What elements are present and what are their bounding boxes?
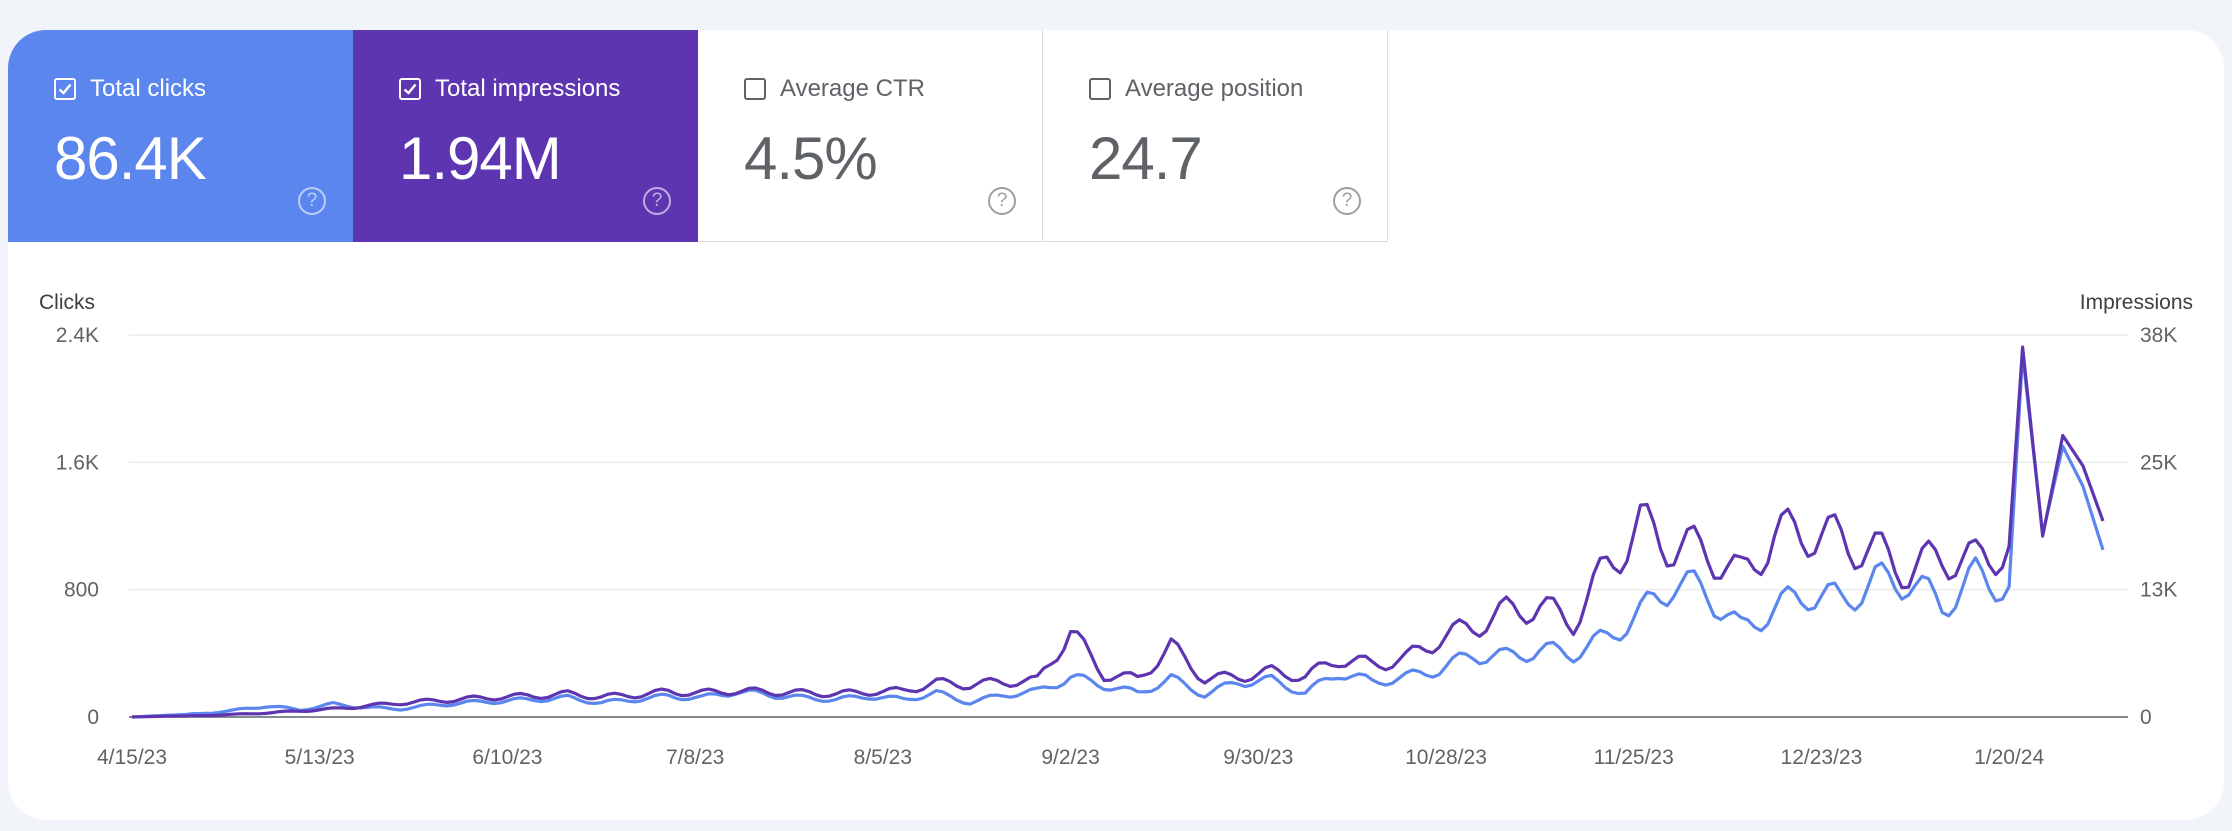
metric-card-total-impressions[interactable]: Total impressions 1.94M ? (353, 30, 698, 242)
x-tick-label: 10/28/23 (1405, 746, 1487, 769)
checkbox-unchecked-icon[interactable] (1089, 78, 1111, 100)
y-tick-label: 0 (87, 706, 99, 729)
x-tick-label: 11/25/23 (1594, 746, 1674, 769)
y2-axis-title: Impressions (2080, 291, 2193, 314)
y-tick-label: 1.6K (56, 451, 99, 474)
series-lines (131, 345, 2105, 719)
y-tick-label: 800 (64, 579, 99, 602)
help-icon[interactable]: ? (298, 187, 326, 215)
y2-tick-label: 0 (2140, 706, 2152, 729)
y-axis-title: Clicks (39, 291, 95, 314)
x-tick-label: 12/23/23 (1781, 746, 1863, 769)
metric-value: 4.5% (744, 125, 878, 192)
grid (129, 334, 2128, 718)
y2-tick-label: 38K (2140, 324, 2177, 347)
help-icon[interactable]: ? (1333, 187, 1361, 215)
y-axis: Clicks Impressions 0 800 1.6K 2.4K 0 13K 25K 38K (39, 291, 2193, 729)
x-axis: 4/15/23 5/13/23 6/10/23 7/8/23 8/5/23 9/2/23 9… (97, 746, 2045, 769)
y2-tick-label: 13K (2140, 579, 2177, 602)
series-line-total-impressions (131, 345, 2105, 719)
metric-value: 86.4K (54, 125, 207, 192)
x-tick-label: 9/30/23 (1223, 746, 1293, 769)
performance-chart: Clicks Impressions08001.6K2.4K013K25K38K … (39, 291, 2193, 769)
x-tick-label: 9/2/23 (1041, 746, 1099, 769)
metric-label: Average position (1125, 75, 1304, 102)
metric-label: Total clicks (90, 75, 207, 102)
x-tick-label: 7/8/23 (666, 746, 724, 769)
x-tick-label: 6/10/23 (472, 746, 542, 769)
metric-label: Total impressions (435, 75, 621, 102)
metric-label: Average CTR (780, 75, 925, 102)
metric-value: 1.94M (399, 125, 562, 192)
metric-value: 24.7 (1089, 125, 1203, 192)
metric-cards: Total clicks 86.4K ? Total impressions 1… (8, 30, 1388, 242)
x-tick-label: 8/5/23 (854, 746, 912, 769)
series-line-total-clicks (131, 352, 2105, 719)
x-tick-label: 4/15/23 (97, 746, 167, 769)
x-tick-label: 1/20/24 (1974, 746, 2044, 769)
help-icon[interactable]: ? (988, 187, 1016, 215)
checkbox-checked-icon[interactable] (54, 78, 76, 100)
metric-card-average-ctr[interactable]: Average CTR 4.5% ? (698, 30, 1043, 242)
checkbox-checked-icon[interactable] (399, 78, 421, 100)
checkbox-unchecked-icon[interactable] (744, 78, 766, 100)
help-icon[interactable]: ? (643, 187, 671, 215)
metric-card-total-clicks[interactable]: Total clicks 86.4K ? (8, 30, 353, 242)
performance-panel: Total clicks 86.4K ? Total impressions 1… (8, 30, 2224, 820)
metric-card-average-position[interactable]: Average position 24.7 ? (1043, 30, 1388, 242)
y-tick-label: 2.4K (56, 324, 99, 347)
x-tick-label: 5/13/23 (285, 746, 355, 769)
y2-tick-label: 25K (2140, 451, 2177, 474)
